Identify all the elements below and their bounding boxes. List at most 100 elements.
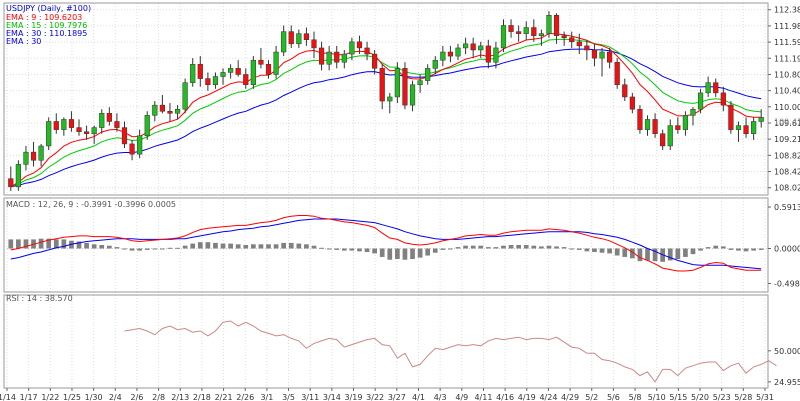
x-tick-label: 4/9 (455, 393, 468, 401)
macd-histogram-bar (531, 245, 537, 249)
macd-histogram-bar (554, 246, 559, 249)
candle-down (303, 33, 310, 41)
candle-down (402, 68, 408, 106)
x-tick-label: 5/2 (585, 393, 598, 401)
candle-down (121, 127, 128, 145)
macd-histogram-bar (23, 239, 29, 249)
candle-down (311, 39, 317, 49)
candle-down (356, 41, 363, 49)
macd-histogram-bar (599, 248, 605, 253)
x-tick-label: 5/10 (648, 393, 666, 401)
macd-histogram-bar (675, 248, 681, 260)
macd-histogram-bar (296, 243, 302, 249)
candle-up (182, 82, 188, 110)
macd-histogram-bar (705, 247, 711, 249)
candle-up (546, 15, 552, 34)
candle-down (68, 119, 75, 128)
candle-up (296, 33, 302, 45)
macd-histogram-bar (417, 248, 423, 258)
candle-down (243, 74, 249, 85)
macd-histogram-bar (743, 248, 749, 252)
x-tick-label: 2/4 (109, 393, 122, 401)
x-tick-label: 1/17 (20, 393, 38, 401)
macd-histogram-bar (8, 239, 14, 249)
candle-down (614, 61, 620, 85)
candle-up (409, 84, 416, 106)
candle-down (516, 31, 522, 34)
candle-down (607, 51, 613, 63)
macd-histogram-bar (751, 248, 756, 251)
candle-up (417, 80, 423, 85)
macd-tick-label: 0.5913 (774, 203, 800, 212)
rsi-tick-label: 50.000 (774, 347, 800, 356)
macd-histogram-bar (379, 248, 385, 257)
candle-up (523, 27, 529, 34)
ema9-line (10, 32, 762, 188)
x-tick-label: 1/25 (63, 393, 81, 401)
candle-up (23, 151, 29, 165)
price-tick-label: 109.217 (774, 135, 800, 144)
x-tick-label: 3/14 (323, 393, 341, 401)
candle-down (508, 25, 514, 32)
macd-histogram-bar (258, 244, 264, 249)
macd-histogram-bar (576, 248, 582, 250)
candle-down (660, 133, 666, 147)
x-tick-label: 1/22 (41, 393, 59, 401)
candle-up (190, 64, 196, 83)
macd-tick-label: -0.4983 (774, 279, 800, 288)
candle-up (228, 68, 234, 73)
macd-histogram-bar (341, 248, 347, 251)
candle-up (440, 51, 446, 61)
macd-histogram-bar (266, 244, 271, 249)
macd-histogram-bar (182, 245, 188, 249)
macd-tick-label: 0.0000 (774, 245, 800, 254)
candle-down (485, 45, 491, 63)
candle-up (705, 82, 711, 94)
macd-histogram-bar (304, 244, 309, 249)
macd-legend-label: MACD : 12, 26, 9 : -0.3991 -0.3996 0.000… (6, 200, 176, 209)
panel-frames (3, 2, 769, 389)
rsi-panel: 50.000 24.955 (124, 320, 800, 387)
price-tick-label: 110.405 (774, 87, 800, 96)
macd-histogram-bar (493, 247, 499, 249)
legend-ema30: EMA : 30 : 110.1895 (6, 29, 87, 38)
candle-up (61, 119, 67, 130)
candle-up (599, 51, 605, 59)
macd-histogram-bar (114, 247, 120, 249)
candle-up (273, 51, 279, 75)
macd-histogram-bar (584, 248, 590, 252)
macd-signal-line (10, 218, 762, 270)
macd-histogram-bar (539, 246, 544, 249)
x-tick-label: 1/30 (85, 393, 103, 401)
x-tick-label: 4/24 (539, 393, 557, 401)
candle-up (99, 113, 105, 128)
macd-histogram-bar (251, 244, 256, 249)
price-tick-label: 111.989 (774, 22, 800, 31)
macd-histogram-bar (99, 245, 105, 249)
price-tick-label: 108.029 (774, 184, 800, 193)
panel-frame-2 (3, 294, 769, 389)
macd-histogram-bar (53, 239, 59, 249)
candle-down (129, 143, 135, 155)
candle-up (462, 43, 469, 49)
candle-up (220, 72, 226, 77)
candle-up (38, 145, 44, 161)
candle-up (349, 41, 355, 55)
x-tick-label: 4/29 (561, 393, 579, 401)
rsi-line (124, 320, 777, 383)
macd-histogram-bar (372, 248, 377, 254)
candle-up (152, 104, 158, 116)
candle-up (387, 96, 393, 102)
macd-histogram-bar (220, 243, 226, 249)
candle-up (174, 108, 181, 114)
rsi-legend: RSI : 14 : 38.570 (6, 294, 73, 303)
x-tick-label: 5/20 (691, 393, 709, 401)
macd-histogram-bar (470, 245, 476, 249)
candle-down (637, 108, 643, 130)
candle-down (334, 51, 340, 63)
macd-histogram-bar (235, 244, 241, 249)
x-tick-label: 4/11 (474, 393, 492, 401)
macd-histogram-bar (736, 248, 741, 251)
candle-down (83, 131, 90, 134)
candle-down (728, 104, 734, 130)
